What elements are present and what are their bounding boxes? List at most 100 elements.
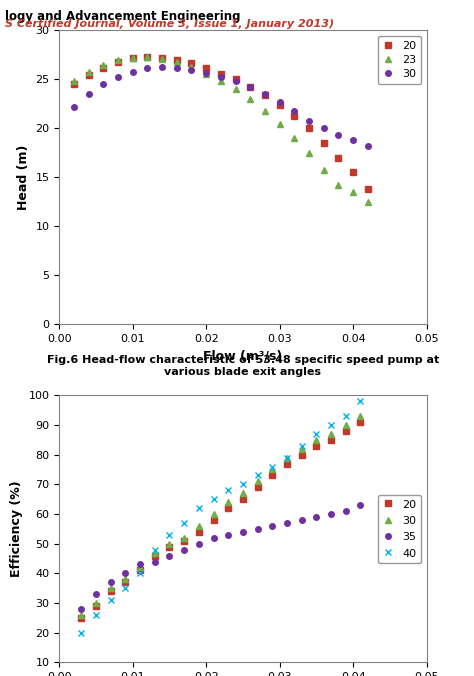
40 — [152, 546, 157, 554]
20 — [306, 124, 312, 132]
30 — [343, 421, 348, 429]
40 — [255, 471, 261, 479]
Legend: 20, 30, 35, 40: 20, 30, 35, 40 — [378, 495, 421, 563]
20 — [137, 566, 143, 575]
20 — [181, 537, 187, 545]
30 — [233, 77, 238, 85]
30 — [159, 63, 165, 71]
Line: 20: 20 — [79, 419, 363, 621]
30 — [115, 74, 121, 82]
30 — [210, 510, 216, 518]
20 — [277, 101, 283, 109]
40 — [137, 569, 143, 577]
20 — [225, 504, 231, 512]
30 — [321, 124, 327, 132]
35 — [78, 605, 84, 613]
40 — [210, 495, 216, 503]
20 — [86, 70, 91, 78]
23 — [277, 120, 283, 128]
30 — [277, 98, 283, 106]
35 — [122, 569, 128, 577]
20 — [78, 614, 84, 622]
20 — [152, 552, 157, 560]
35 — [225, 531, 231, 539]
30 — [166, 539, 172, 548]
30 — [225, 498, 231, 506]
40 — [357, 397, 363, 405]
30 — [365, 142, 371, 150]
20 — [210, 516, 216, 524]
35 — [299, 516, 304, 524]
23 — [174, 57, 180, 66]
23 — [350, 188, 356, 196]
35 — [328, 510, 334, 518]
20 — [255, 483, 261, 491]
30 — [100, 80, 106, 89]
40 — [196, 504, 201, 512]
30 — [255, 477, 261, 485]
35 — [284, 519, 290, 527]
20 — [269, 471, 275, 479]
40 — [122, 584, 128, 592]
40 — [328, 421, 334, 429]
20 — [247, 83, 253, 91]
20 — [196, 528, 201, 536]
40 — [269, 462, 275, 470]
20 — [299, 451, 304, 459]
23 — [71, 77, 77, 85]
30 — [336, 131, 341, 139]
Line: 30: 30 — [71, 64, 371, 149]
35 — [166, 552, 172, 560]
35 — [240, 528, 246, 536]
23 — [218, 77, 224, 85]
Text: Fig.6 Head-flow characteristic of 53.48 specific speed pump at
various blade exi: Fig.6 Head-flow characteristic of 53.48 … — [47, 355, 439, 377]
40 — [78, 629, 84, 637]
40 — [225, 486, 231, 494]
20 — [145, 53, 150, 61]
23 — [336, 181, 341, 189]
30 — [314, 436, 319, 444]
35 — [108, 578, 114, 586]
40 — [299, 441, 304, 450]
20 — [93, 602, 99, 610]
23 — [292, 134, 297, 142]
30 — [174, 64, 180, 72]
30 — [292, 107, 297, 115]
30 — [262, 90, 268, 98]
20 — [233, 75, 238, 83]
Line: 30: 30 — [79, 413, 363, 618]
23 — [130, 54, 136, 62]
30 — [350, 136, 356, 144]
Text: S Certified Journal, Volume 3, Issue 1, January 2013): S Certified Journal, Volume 3, Issue 1, … — [5, 19, 334, 29]
40 — [314, 430, 319, 438]
30 — [78, 611, 84, 619]
40 — [181, 519, 187, 527]
20 — [350, 168, 356, 176]
Line: 20: 20 — [71, 54, 371, 192]
40 — [240, 480, 246, 488]
35 — [343, 507, 348, 515]
Line: 23: 23 — [71, 54, 371, 205]
30 — [189, 66, 194, 74]
30 — [137, 563, 143, 571]
20 — [122, 578, 128, 586]
30 — [240, 489, 246, 498]
30 — [71, 103, 77, 111]
40 — [343, 412, 348, 420]
23 — [365, 198, 371, 206]
Legend: 20, 23, 30: 20, 23, 30 — [378, 36, 421, 84]
20 — [174, 55, 180, 64]
23 — [115, 55, 121, 64]
30 — [145, 64, 150, 72]
20 — [328, 436, 334, 444]
20 — [336, 153, 341, 162]
30 — [108, 584, 114, 592]
20 — [108, 587, 114, 596]
30 — [130, 68, 136, 76]
30 — [93, 599, 99, 607]
30 — [218, 74, 224, 82]
40 — [93, 611, 99, 619]
23 — [145, 53, 150, 61]
35 — [314, 513, 319, 521]
20 — [314, 441, 319, 450]
